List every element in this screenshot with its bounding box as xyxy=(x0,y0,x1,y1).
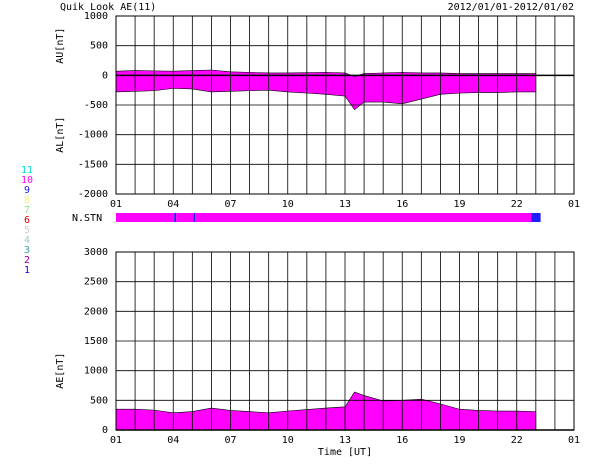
plot-frame xyxy=(115,251,575,431)
legend-entry: 6 xyxy=(24,215,30,226)
y-tick-label: -2000 xyxy=(78,189,108,200)
x-tick-label: 19 xyxy=(453,435,465,446)
y-axis-label: AU[nT] xyxy=(55,28,66,64)
legend-entry: 4 xyxy=(24,235,30,246)
legend-entry: 3 xyxy=(24,245,30,256)
y-tick-label: 500 xyxy=(90,41,108,52)
x-tick-label: 01 xyxy=(568,199,580,210)
y-tick-label: -500 xyxy=(84,100,108,111)
y-tick-label: -1000 xyxy=(78,130,108,141)
legend-entry: 7 xyxy=(24,205,30,216)
y-tick-label: 2000 xyxy=(84,306,108,317)
y-tick-label: 1000 xyxy=(84,366,108,377)
x-tick-label: 07 xyxy=(224,199,236,210)
x-tick-label: 01 xyxy=(110,199,122,210)
x-tick-label: 10 xyxy=(282,435,294,446)
plot-frame xyxy=(115,15,575,195)
x-tick-label: 13 xyxy=(339,199,351,210)
legend-entry: 1 xyxy=(24,265,30,276)
n-stn-label: N.STN xyxy=(72,213,102,224)
y-tick-label: 0 xyxy=(102,425,108,436)
x-tick-label: 16 xyxy=(396,435,408,446)
legend-entry: 10 xyxy=(21,175,33,186)
y-tick-label: 500 xyxy=(90,395,108,406)
legend-entry: 9 xyxy=(24,185,30,196)
n-stn-segment xyxy=(531,213,541,222)
y-tick-label: 0 xyxy=(102,70,108,81)
y-tick-label: 3000 xyxy=(84,247,108,258)
x-tick-label: 22 xyxy=(511,199,523,210)
date-range: 2012/01/01-2012/01/02 xyxy=(448,2,574,13)
x-tick-label: 01 xyxy=(110,435,122,446)
legend-entry: 8 xyxy=(24,195,30,206)
legend-entry: 5 xyxy=(24,225,30,236)
x-tick-label: 19 xyxy=(453,199,465,210)
x-tick-label: 10 xyxy=(282,199,294,210)
n-stn-segment xyxy=(116,213,175,222)
legend-entry: 11 xyxy=(21,165,33,176)
y-tick-label: -1500 xyxy=(78,159,108,170)
legend-entry: 2 xyxy=(24,255,30,266)
x-axis-label: Time [UT] xyxy=(318,447,372,458)
x-tick-label: 04 xyxy=(167,199,179,210)
n-stn-segment xyxy=(195,213,532,222)
x-tick-label: 07 xyxy=(224,435,236,446)
x-tick-label: 04 xyxy=(167,435,179,446)
n-stn-segment xyxy=(193,213,196,222)
n-stn-segment xyxy=(174,213,177,222)
n-stn-segment xyxy=(176,213,194,222)
y-axis-label: AL[nT] xyxy=(55,117,66,153)
y-tick-label: 2500 xyxy=(84,277,108,288)
y-tick-label: 1500 xyxy=(84,336,108,347)
chart-title: Quik Look AE(11) xyxy=(60,2,156,13)
x-tick-label: 22 xyxy=(511,435,523,446)
y-tick-label: 1000 xyxy=(84,11,108,22)
y-axis-label: AE[nT] xyxy=(55,353,66,389)
x-tick-label: 16 xyxy=(396,199,408,210)
x-tick-label: 13 xyxy=(339,435,351,446)
x-tick-label: 01 xyxy=(568,435,580,446)
